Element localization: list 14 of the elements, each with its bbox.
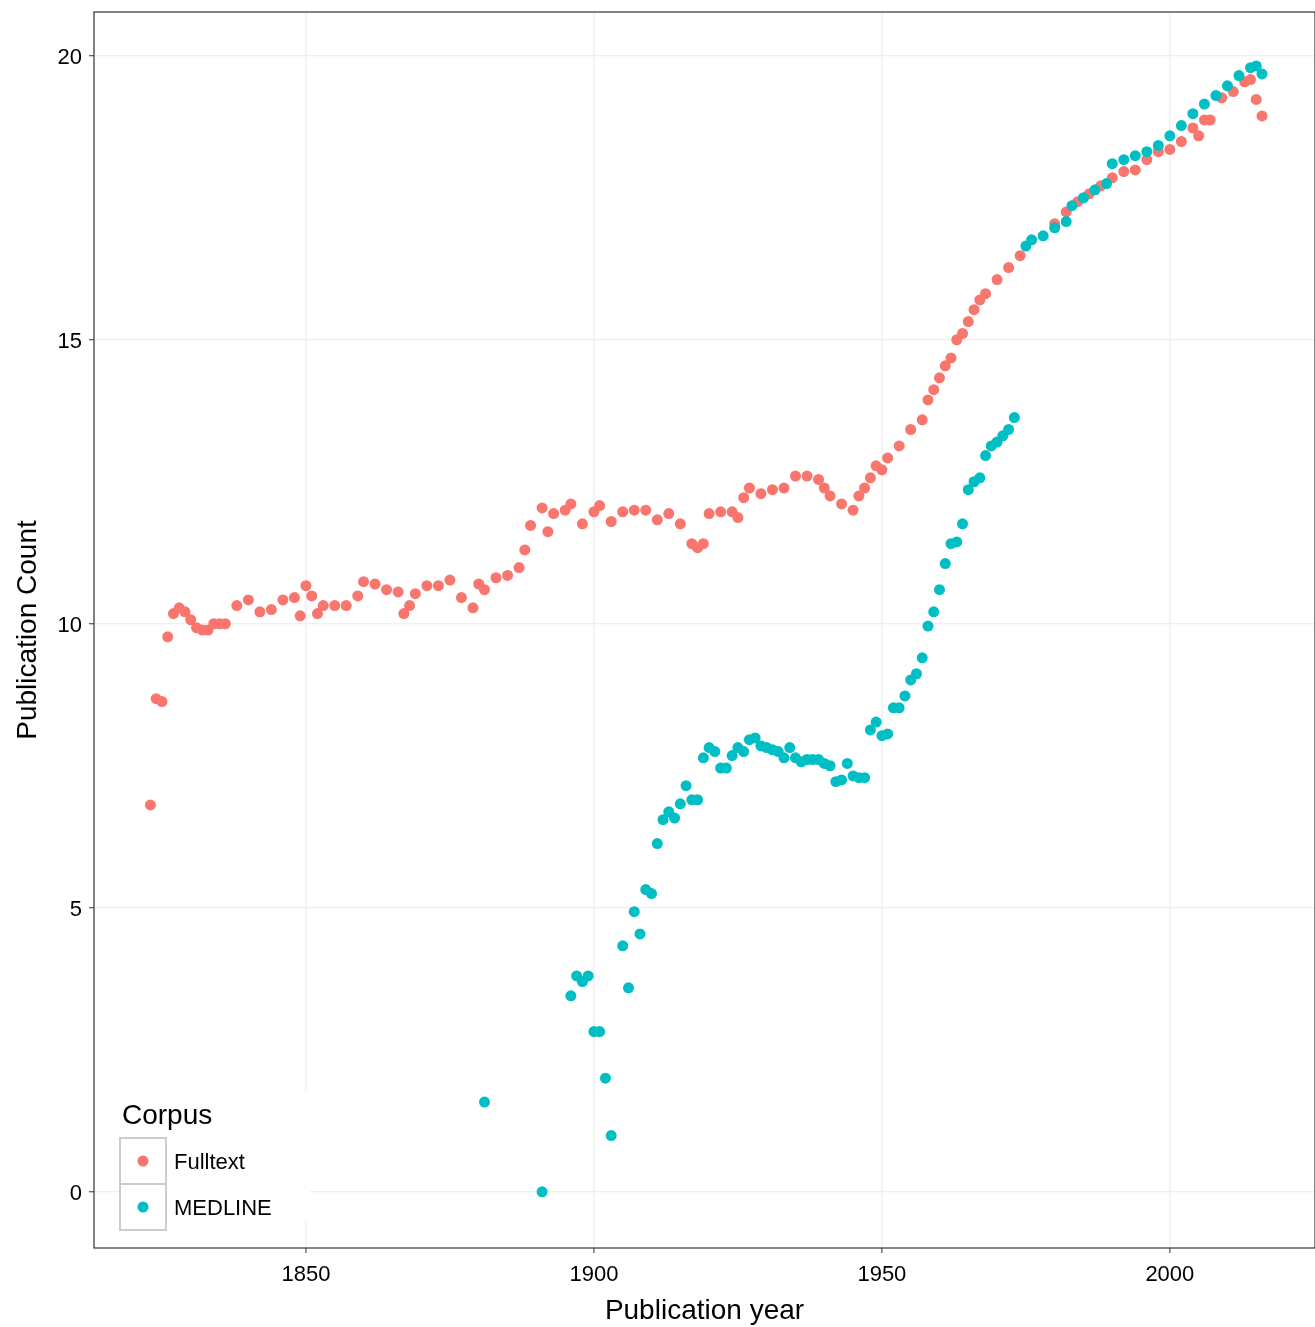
legend-label: Fulltext: [174, 1149, 245, 1174]
y-tick-label: 10: [57, 611, 82, 637]
y-axis-title: Publication Count: [11, 520, 42, 740]
x-tick-label: 1850: [281, 1261, 331, 1286]
y-tick-label: 15: [57, 327, 82, 353]
legend-title: Corpus: [122, 1099, 213, 1130]
x-tick-label: 1950: [857, 1261, 907, 1286]
x-tick-label: 1900: [569, 1261, 619, 1286]
y-tick-label: 5: [69, 895, 82, 921]
y-tick-label: 20: [57, 43, 82, 69]
x-tick-label: 2000: [1145, 1261, 1195, 1286]
legend-label: MEDLINE: [174, 1195, 272, 1220]
y-tick-label: 0: [69, 1179, 82, 1205]
x-axis-title: Publication year: [604, 1294, 805, 1325]
